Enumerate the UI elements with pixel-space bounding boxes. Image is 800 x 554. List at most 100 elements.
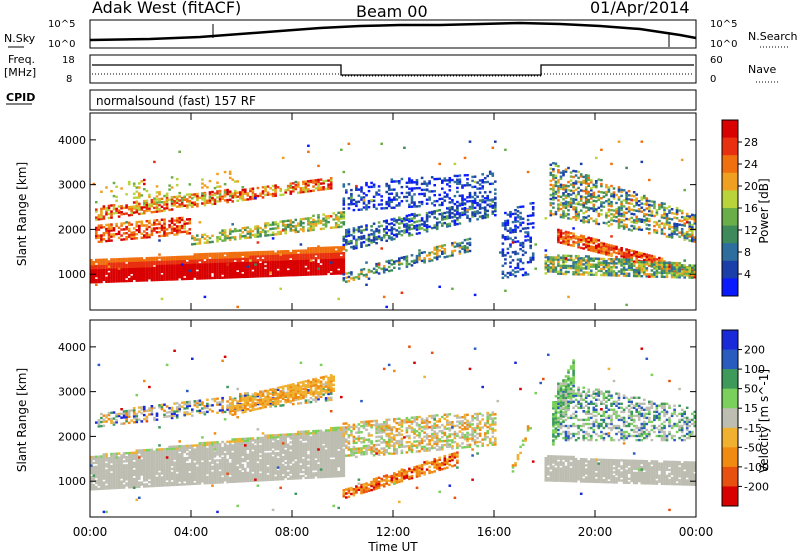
power-cell <box>299 222 303 225</box>
power-cell <box>173 264 176 267</box>
power-cell <box>342 213 346 216</box>
power-cell <box>334 246 338 249</box>
power-cell <box>675 217 679 220</box>
power-cell <box>233 276 237 279</box>
velocity-cell <box>100 471 103 474</box>
power-cell <box>579 246 583 250</box>
power-cell <box>663 208 666 211</box>
power-cell <box>218 195 222 199</box>
power-cell <box>292 188 295 191</box>
velocity-cell <box>143 479 146 482</box>
power-cell <box>206 268 209 272</box>
power-cell <box>168 184 171 187</box>
power-cell <box>138 194 141 197</box>
power-cell <box>198 196 202 200</box>
power-cell <box>281 229 285 232</box>
power-cell <box>223 193 227 196</box>
power-cell <box>398 180 401 183</box>
power-cell <box>476 187 479 190</box>
power-cell <box>95 268 98 272</box>
power-cell <box>122 277 126 281</box>
power-cell <box>597 239 601 242</box>
velocity-cell <box>138 463 141 466</box>
power-cell <box>473 212 477 216</box>
power-cell <box>420 259 424 263</box>
power-cell <box>299 249 303 252</box>
power-cell <box>196 253 199 256</box>
power-cell <box>186 265 189 268</box>
power-cell <box>582 259 585 262</box>
power-cell <box>228 258 232 261</box>
velocity-cell <box>97 471 101 474</box>
power-cell <box>120 265 123 269</box>
power-cell <box>567 233 570 236</box>
power-cell <box>319 268 323 272</box>
velocity-cell <box>132 481 136 485</box>
power-cell <box>693 238 697 241</box>
power-cell <box>602 273 606 277</box>
power-cell <box>668 205 671 208</box>
power-cell <box>648 275 651 278</box>
power-cell <box>223 235 227 238</box>
power-cell <box>600 148 603 151</box>
power-cell <box>494 214 497 217</box>
power-cell <box>600 213 603 216</box>
power-cell <box>246 275 250 278</box>
power-cell <box>645 253 649 256</box>
power-cell <box>395 233 399 236</box>
power-cell <box>168 219 171 223</box>
power-cell <box>170 270 174 273</box>
power-cell <box>186 222 189 225</box>
date-label: 01/Apr/2014 <box>590 0 690 17</box>
power-cell <box>307 150 310 153</box>
velocity-cell <box>97 467 101 470</box>
power-cell <box>372 234 376 237</box>
velocity-cell <box>107 481 111 484</box>
power-cell <box>577 213 580 216</box>
power-cell <box>294 269 298 273</box>
power-cell <box>261 230 265 234</box>
power-cell <box>627 255 631 258</box>
power-cell <box>211 260 214 264</box>
power-cell <box>191 259 194 262</box>
power-cell <box>514 236 517 239</box>
velocity-cell <box>150 448 154 451</box>
power-cell <box>294 180 298 184</box>
nsky-label: N.Sky <box>4 32 36 45</box>
power-cell <box>516 262 520 265</box>
power-cell <box>304 253 308 256</box>
power-cell <box>441 212 444 215</box>
power-cell <box>340 221 343 224</box>
power-cell <box>645 219 649 222</box>
power-cell <box>276 270 280 273</box>
power-cell <box>115 274 118 277</box>
power-cell <box>135 205 139 208</box>
power-cell <box>463 249 467 252</box>
power-cell <box>244 261 247 264</box>
power-cell <box>605 247 608 250</box>
power-cell <box>241 196 245 200</box>
power-cell <box>643 213 646 216</box>
power-cell <box>203 184 207 187</box>
power-cell <box>425 211 429 215</box>
power-cell <box>635 253 638 256</box>
power-cell <box>206 277 209 280</box>
power-cell <box>413 216 416 220</box>
power-cell <box>117 262 121 265</box>
power-cell <box>564 257 568 260</box>
power-cell <box>569 256 573 260</box>
velocity-cell <box>125 482 128 485</box>
power-cell <box>552 178 555 181</box>
velocity-cell <box>158 450 161 453</box>
power-cell <box>145 201 149 204</box>
power-cell <box>552 194 555 197</box>
power-cell <box>302 188 305 192</box>
power-cell <box>680 272 684 275</box>
velocity-cell <box>95 469 98 473</box>
power-cell <box>552 186 555 189</box>
power-cell <box>100 278 103 282</box>
velocity-cell <box>120 474 123 477</box>
power-cell <box>324 256 328 260</box>
power-cell <box>590 179 593 182</box>
power-cell <box>122 232 126 235</box>
